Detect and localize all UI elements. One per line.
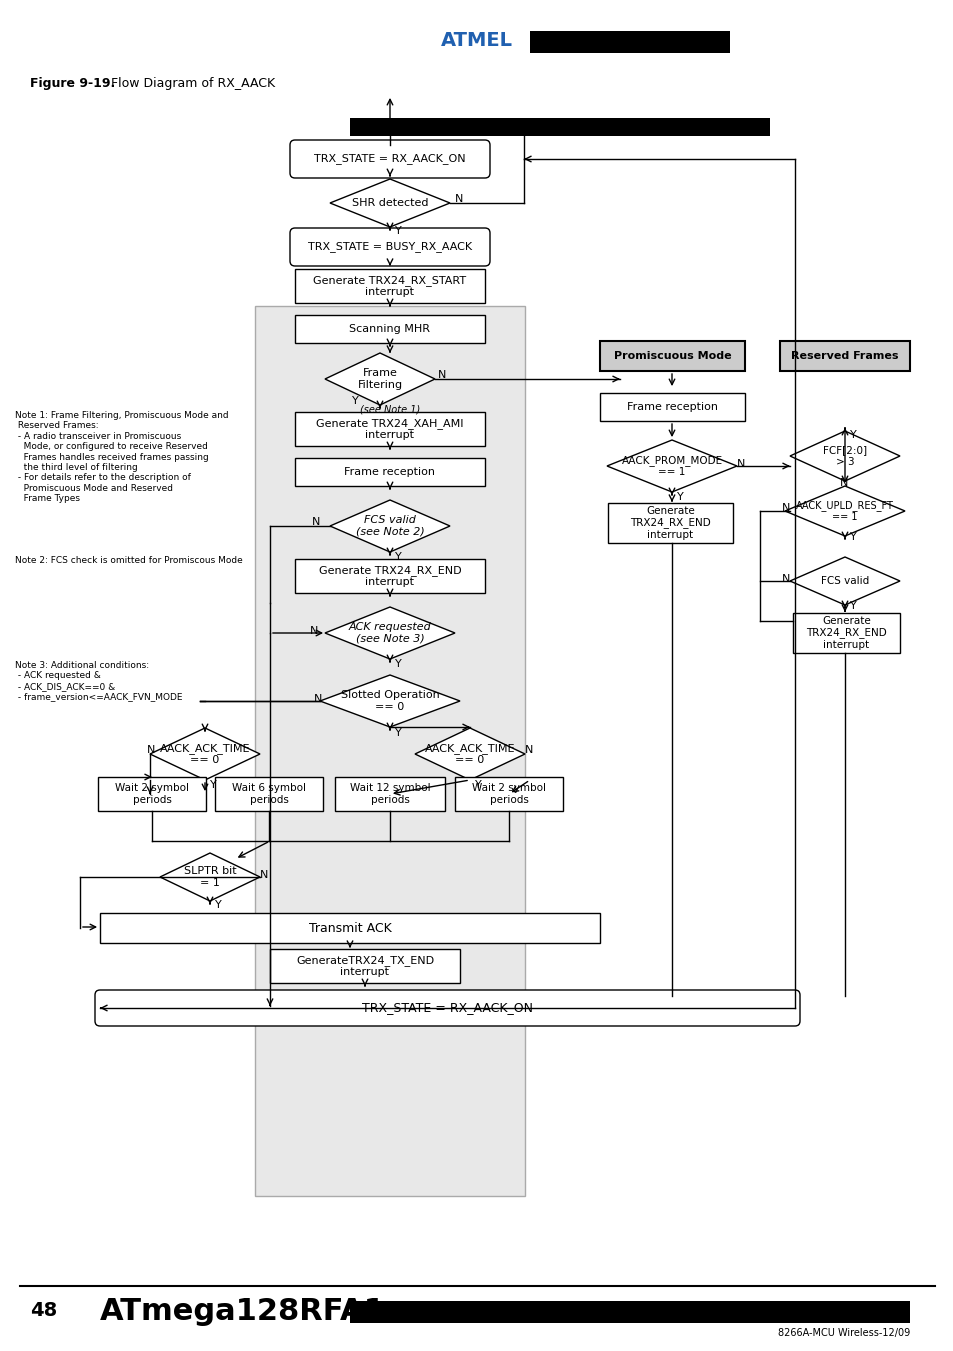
Text: Y: Y [849, 430, 856, 440]
Text: Wait 6 symbol
periods: Wait 6 symbol periods [232, 784, 306, 805]
FancyBboxPatch shape [214, 777, 323, 811]
Text: Generate TRX24_RX_START
interrupt: Generate TRX24_RX_START interrupt [314, 274, 466, 297]
FancyBboxPatch shape [607, 503, 732, 543]
FancyBboxPatch shape [780, 340, 909, 372]
Text: N: N [312, 517, 319, 527]
Text: Y: Y [214, 900, 221, 911]
Text: Note 3: Additional conditions:
 - ACK requested &
 - ACK_DIS_ACK==0 &
 - frame_v: Note 3: Additional conditions: - ACK req… [15, 661, 182, 701]
Text: Transmit ACK: Transmit ACK [309, 921, 391, 935]
Text: Y: Y [210, 780, 216, 790]
Text: Generate TRX24_RX_END
interrupt: Generate TRX24_RX_END interrupt [318, 565, 461, 588]
Text: GenerateTRX24_TX_END
interrupt: GenerateTRX24_TX_END interrupt [295, 955, 434, 977]
FancyBboxPatch shape [254, 305, 524, 1196]
Text: Y: Y [849, 532, 856, 542]
FancyBboxPatch shape [270, 948, 459, 984]
Text: 48: 48 [30, 1301, 57, 1320]
FancyBboxPatch shape [350, 118, 769, 136]
Text: Generate
TRX24_RX_END
interrupt: Generate TRX24_RX_END interrupt [630, 505, 710, 540]
Polygon shape [789, 557, 899, 605]
FancyBboxPatch shape [98, 777, 206, 811]
Text: N: N [455, 195, 463, 204]
Text: Wait 2 symbol
periods: Wait 2 symbol periods [115, 784, 189, 805]
FancyBboxPatch shape [599, 340, 744, 372]
Text: AACK_UPLD_RES_FT
== 1: AACK_UPLD_RES_FT == 1 [795, 500, 893, 523]
Text: Scanning MHR: Scanning MHR [349, 324, 430, 334]
Polygon shape [330, 178, 450, 227]
FancyBboxPatch shape [530, 31, 729, 53]
Text: Wait 12 symbol
periods: Wait 12 symbol periods [350, 784, 430, 805]
Text: ATmega128RFA1: ATmega128RFA1 [100, 1297, 385, 1325]
Text: N: N [310, 626, 317, 636]
FancyBboxPatch shape [294, 559, 484, 593]
FancyBboxPatch shape [294, 269, 484, 303]
Text: FCS valid
(see Note 2): FCS valid (see Note 2) [355, 515, 424, 536]
Text: SLPTR bit
= 1: SLPTR bit = 1 [184, 866, 236, 888]
FancyBboxPatch shape [95, 990, 800, 1025]
Text: Note 2: FCS check is omitted for Promiscous Mode: Note 2: FCS check is omitted for Promisc… [15, 557, 242, 565]
FancyBboxPatch shape [290, 228, 490, 266]
Text: N: N [147, 744, 154, 755]
Text: Generate
TRX24_RX_END
interrupt: Generate TRX24_RX_END interrupt [805, 616, 886, 650]
Text: Y: Y [475, 780, 481, 790]
Polygon shape [325, 353, 435, 405]
Text: AACK_PROM_MODE
== 1: AACK_PROM_MODE == 1 [620, 455, 721, 477]
Text: N: N [840, 478, 847, 488]
Text: Generate TRX24_XAH_AMI
interrupt: Generate TRX24_XAH_AMI interrupt [315, 417, 463, 440]
Text: FCF[2:0]
> 3: FCF[2:0] > 3 [822, 446, 866, 467]
Polygon shape [325, 607, 455, 659]
Text: Slotted Operation
== 0: Slotted Operation == 0 [340, 690, 439, 712]
FancyBboxPatch shape [455, 777, 562, 811]
Text: Promiscuous Mode: Promiscuous Mode [613, 351, 731, 361]
Text: Y: Y [849, 601, 856, 611]
Text: Y: Y [677, 492, 683, 503]
Polygon shape [415, 728, 524, 780]
Polygon shape [160, 852, 260, 901]
Text: ATMEL: ATMEL [440, 31, 513, 50]
Text: ACK requested
(see Note 3): ACK requested (see Note 3) [348, 623, 431, 644]
Text: FCS valid: FCS valid [820, 576, 868, 586]
Text: N: N [781, 574, 789, 584]
Text: Wait 2 symbol
periods: Wait 2 symbol periods [472, 784, 545, 805]
Text: Reserved Frames: Reserved Frames [790, 351, 898, 361]
Text: Flow Diagram of RX_AACK: Flow Diagram of RX_AACK [107, 77, 274, 89]
Polygon shape [789, 431, 899, 481]
Text: Frame reception: Frame reception [626, 403, 718, 412]
Text: AACK_ACK_TIME
== 0: AACK_ACK_TIME == 0 [159, 743, 250, 765]
FancyBboxPatch shape [599, 393, 744, 422]
Polygon shape [606, 440, 737, 492]
FancyBboxPatch shape [290, 141, 490, 178]
FancyBboxPatch shape [294, 315, 484, 343]
Text: TRX_STATE = RX_AACK_ON: TRX_STATE = RX_AACK_ON [314, 154, 465, 165]
FancyBboxPatch shape [294, 458, 484, 486]
Text: Y: Y [395, 659, 401, 669]
FancyBboxPatch shape [100, 913, 599, 943]
Text: SHR detected: SHR detected [352, 199, 428, 208]
Text: Figure 9-19.: Figure 9-19. [30, 77, 115, 89]
Text: (see Note 1): (see Note 1) [359, 404, 419, 413]
Polygon shape [784, 486, 904, 536]
Text: TRX_STATE = BUSY_RX_AACK: TRX_STATE = BUSY_RX_AACK [308, 242, 472, 253]
Text: N: N [260, 870, 268, 880]
FancyBboxPatch shape [335, 777, 444, 811]
Text: 8266A-MCU Wireless-12/09: 8266A-MCU Wireless-12/09 [777, 1328, 909, 1337]
Polygon shape [330, 500, 450, 553]
FancyBboxPatch shape [792, 613, 899, 653]
Text: Y: Y [395, 553, 401, 562]
Text: Frame reception: Frame reception [344, 467, 435, 477]
Text: TRX_STATE = RX_AACK_ON: TRX_STATE = RX_AACK_ON [361, 1001, 533, 1015]
Text: Note 1: Frame Filtering, Promiscuous Mode and
 Reserved Frames:
 - A radio trans: Note 1: Frame Filtering, Promiscuous Mod… [15, 411, 229, 503]
Text: N: N [524, 744, 533, 755]
Text: Y: Y [395, 226, 401, 236]
Text: N: N [314, 694, 322, 704]
Polygon shape [150, 728, 260, 780]
FancyBboxPatch shape [294, 412, 484, 446]
Text: Y: Y [352, 396, 358, 407]
FancyBboxPatch shape [350, 1301, 909, 1323]
Text: N: N [737, 459, 744, 469]
Text: AACK_ACK_TIME
== 0: AACK_ACK_TIME == 0 [424, 743, 515, 765]
Text: N: N [781, 503, 789, 513]
Text: Frame
Filtering: Frame Filtering [357, 369, 402, 390]
Text: Y: Y [395, 728, 401, 738]
Polygon shape [319, 676, 459, 727]
Text: N: N [437, 370, 446, 380]
